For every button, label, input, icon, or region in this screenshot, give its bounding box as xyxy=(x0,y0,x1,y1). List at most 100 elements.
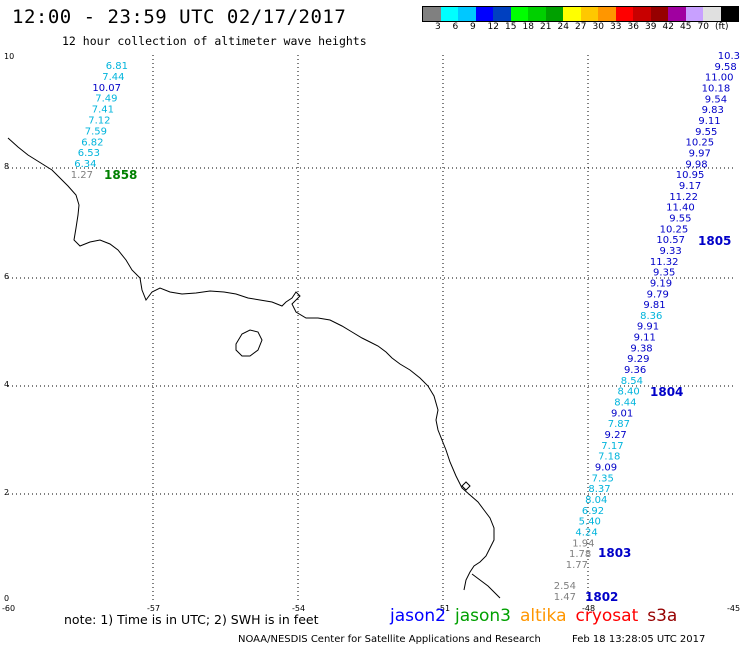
wave-height-label: 10.57 xyxy=(656,235,685,246)
legend-label: 9 xyxy=(470,22,476,32)
wave-height-label: 11.40 xyxy=(666,203,695,214)
pass-time-label: 1805 xyxy=(698,234,731,248)
wave-height-label: 11.22 xyxy=(669,192,698,203)
footer: NOAA/NESDIS Center for Satellite Applica… xyxy=(238,634,733,645)
legend-swatch xyxy=(423,7,441,21)
legend-swatch xyxy=(668,7,686,21)
legend-swatch xyxy=(685,7,703,21)
wave-height-label: 9.01 xyxy=(611,408,633,419)
wave-height-label: 7.49 xyxy=(95,94,117,105)
wave-height-label: 9.55 xyxy=(669,213,691,224)
legend-label: 18 xyxy=(522,22,534,32)
wave-height-label: 8.44 xyxy=(614,398,636,409)
note-text: note: 1) Time is in UTC; 2) SWH is in fe… xyxy=(64,612,319,627)
wave-height-label: 9.11 xyxy=(634,333,656,344)
legend-label: 39 xyxy=(645,22,657,32)
y-tick-label: 2 xyxy=(4,488,9,497)
y-tick-label: 10 xyxy=(4,52,14,61)
wave-height-label: 9.79 xyxy=(647,289,669,300)
wave-height-label: 4.24 xyxy=(575,528,597,539)
wave-height-label: 9.09 xyxy=(595,463,617,474)
legend-swatch xyxy=(458,7,476,21)
x-tick-label: -57 xyxy=(147,604,160,613)
legend-swatch xyxy=(545,7,563,21)
island-small xyxy=(461,481,471,491)
wave-height-label: 9.36 xyxy=(624,365,646,376)
wave-height-label: 1.94 xyxy=(572,538,594,549)
legend-label: 36 xyxy=(627,22,639,32)
wave-height-label: 9.98 xyxy=(685,159,707,170)
wave-height-label: 7.18 xyxy=(598,452,620,463)
wave-height-label: 5.40 xyxy=(579,517,601,528)
x-tick-label: -60 xyxy=(2,604,15,613)
legend-swatch xyxy=(598,7,616,21)
grid-lines xyxy=(8,55,735,602)
legend-label: 24 xyxy=(557,22,569,32)
chart-subtitle: 12 hour collection of altimeter wave hei… xyxy=(62,34,367,48)
coastline-southeast xyxy=(471,573,501,599)
legend-swatch xyxy=(510,7,528,21)
color-scale-legend xyxy=(422,6,739,22)
wave-height-label: 8.37 xyxy=(588,484,610,495)
legend-swatch xyxy=(493,7,511,21)
pass-time-labels: 1858 1805 1804 1803 1802 xyxy=(104,168,731,604)
legend-label: 3 xyxy=(435,22,441,32)
axis-ticks: -60 -57 -54 -51 -48 -45 10 8 6 4 2 0 xyxy=(2,52,740,613)
wave-height-label: 1.78 xyxy=(569,549,591,560)
legend-label: 21 xyxy=(540,22,552,32)
legend-swatch xyxy=(615,7,633,21)
wave-height-label: 8.40 xyxy=(617,387,639,398)
wave-height-label: 6.53 xyxy=(78,148,100,159)
wave-height-label: 9.81 xyxy=(643,300,665,311)
legend-label: 70 xyxy=(697,22,709,32)
y-tick-label: 6 xyxy=(4,272,9,281)
legend-swatch xyxy=(475,7,493,21)
wave-height-label: 9.33 xyxy=(660,246,682,257)
wave-height-label: 9.83 xyxy=(702,105,724,116)
island-marajo xyxy=(235,329,263,357)
wave-height-label: 7.12 xyxy=(88,116,110,127)
wave-height-label: 7.44 xyxy=(102,72,124,83)
wave-height-label: 8.04 xyxy=(585,495,607,506)
pass-time-label: 1802 xyxy=(585,590,618,604)
wave-height-label: 11.32 xyxy=(650,257,679,268)
wave-height-label: 8.36 xyxy=(640,311,662,322)
wave-height-label: 7.59 xyxy=(85,126,107,137)
coastline xyxy=(7,137,501,599)
wave-height-label: 10.25 xyxy=(685,138,714,149)
wave-height-label: 6.34 xyxy=(74,159,96,170)
wave-height-label: 1.47 xyxy=(554,592,576,603)
wave-height-label: 7.41 xyxy=(92,105,114,116)
legend-label: 42 xyxy=(662,22,674,32)
satellite-jason3: jason3 xyxy=(455,606,511,626)
footer-timestamp: Feb 18 13:28:05 UTC 2017 xyxy=(572,634,706,645)
legend-label: 30 xyxy=(592,22,604,32)
x-tick-label: -48 xyxy=(582,604,595,613)
legend-label: 12 xyxy=(487,22,499,32)
x-tick-label: -54 xyxy=(292,604,305,613)
wave-height-label: 9.29 xyxy=(627,354,649,365)
legend-label: 33 xyxy=(610,22,622,32)
wave-height-label: 9.55 xyxy=(695,127,717,138)
wave-height-label: 10.07 xyxy=(92,83,121,94)
wave-height-label: 9.38 xyxy=(630,343,652,354)
wave-height-label: 9.27 xyxy=(605,430,627,441)
wave-height-label: 1.27 xyxy=(71,170,93,181)
wave-height-label: 9.91 xyxy=(637,322,659,333)
y-tick-label: 4 xyxy=(4,380,9,389)
satellite-legend: jason2 jason3 altika cryosat s3a xyxy=(390,606,686,626)
wave-height-label: 10.25 xyxy=(660,224,689,235)
wave-height-label: 7.87 xyxy=(608,419,630,430)
footer-credit: NOAA/NESDIS Center for Satellite Applica… xyxy=(238,634,541,645)
y-tick-label: 8 xyxy=(4,162,9,171)
wave-height-label: 6.92 xyxy=(582,506,604,517)
wave-height-label: 9.19 xyxy=(650,278,672,289)
wave-height-label: 8.54 xyxy=(621,376,643,387)
legend-swatch xyxy=(440,7,458,21)
legend-label: 45 xyxy=(680,22,692,32)
wave-height-label: 1.77 xyxy=(566,560,588,571)
legend-swatch xyxy=(563,7,581,21)
wave-height-label: 7.35 xyxy=(592,473,614,484)
wave-height-label: 9.11 xyxy=(698,116,720,127)
